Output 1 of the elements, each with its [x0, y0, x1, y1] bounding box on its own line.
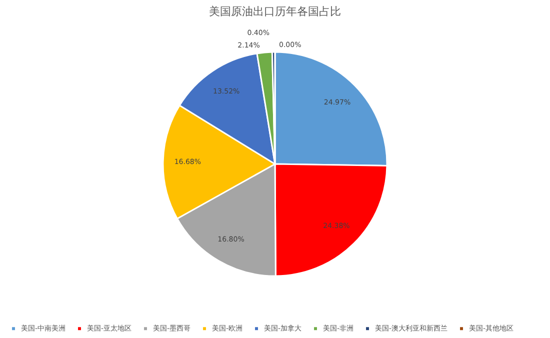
chart-title: 美国原油出口历年各国占比: [209, 5, 341, 18]
